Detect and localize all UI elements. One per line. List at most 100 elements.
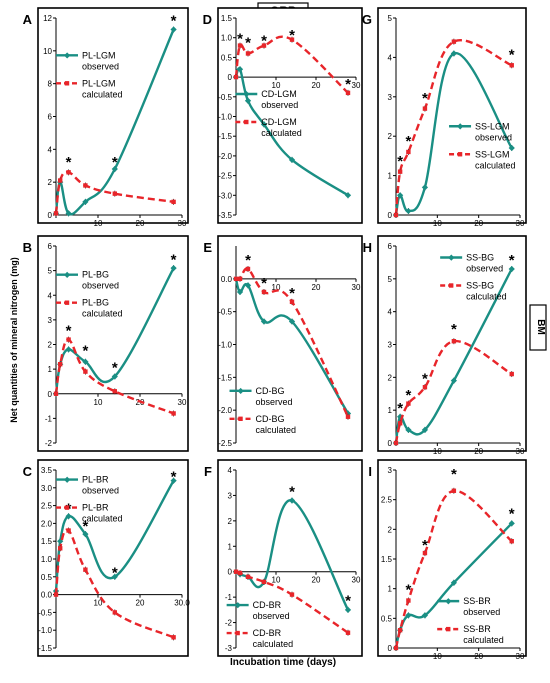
data-point (53, 391, 59, 396)
data-point (422, 384, 428, 390)
panel-letter: H (363, 240, 372, 255)
y-tick-label: 1.5 (41, 537, 53, 546)
data-point (406, 149, 411, 155)
data-point (58, 362, 63, 367)
legend-label: PL-BR (82, 503, 109, 513)
legend-label: PL-BG (82, 270, 109, 280)
series-line-calculated (54, 528, 175, 639)
legend-label: PL-LGM (82, 78, 116, 88)
data-point (112, 610, 117, 615)
legend-marker (448, 283, 454, 288)
x-tick-label: 20 (474, 447, 483, 456)
y-tick-label: 2.5 (41, 502, 53, 511)
y-tick-label: 1.0 (41, 555, 53, 564)
y-tick-label: 10 (43, 47, 52, 56)
significance-star: * (82, 518, 88, 535)
y-tick-label: 3.5 (41, 466, 53, 475)
data-point (66, 170, 71, 175)
legend-label: PL-BG (82, 298, 109, 308)
significance-star: * (509, 46, 515, 63)
significance-star: * (289, 483, 295, 500)
significance-star: * (451, 466, 457, 483)
bm-side-label: BM (535, 319, 546, 335)
x-tick-label: 10 (433, 652, 442, 661)
data-point (451, 339, 457, 344)
x-tick-label: 10 (433, 447, 442, 456)
y-tick-label: -1.0 (218, 113, 232, 122)
significance-star: * (261, 275, 267, 292)
panel-frame (37, 7, 189, 224)
y-tick-label: 1 (228, 542, 233, 551)
significance-star: * (66, 154, 72, 171)
y-tick-label: 1 (388, 585, 393, 594)
y-tick-label: 0 (388, 211, 393, 220)
data-point (65, 210, 72, 217)
significance-star: * (112, 564, 118, 581)
y-tick-label: 1.5 (221, 14, 233, 23)
legend-label: calculated (82, 309, 123, 319)
x-tick-label: 30 (516, 219, 525, 228)
legend-label: SS-BG (466, 253, 494, 263)
y-tick-label: 0 (48, 390, 53, 399)
legend-marker (243, 91, 250, 98)
legend-marker (235, 630, 240, 636)
legend-marker (64, 476, 71, 483)
data-point (509, 539, 514, 544)
legend-label: observed (466, 264, 503, 274)
y-tick-label: 0.5 (41, 573, 53, 582)
legend-marker (238, 416, 243, 421)
data-point (53, 211, 59, 216)
legend-label: SS-BG (466, 281, 494, 291)
legend-label: calculated (466, 292, 507, 302)
y-tick-label: 8 (48, 80, 53, 89)
y-tick-label: 3 (388, 466, 393, 475)
legend-label: CD-BR (253, 600, 282, 610)
data-point (245, 266, 251, 272)
data-point (245, 574, 251, 579)
data-point (422, 550, 428, 556)
y-tick-label: 0.5 (221, 53, 233, 62)
legend-label: CD-LGM (261, 89, 297, 99)
data-point (236, 66, 244, 73)
y-tick-label: -2.5 (218, 439, 232, 448)
data-point (345, 90, 351, 96)
data-point (170, 265, 177, 272)
data-point (345, 630, 351, 635)
data-point (508, 144, 515, 152)
legend-label: observed (261, 100, 298, 110)
significance-star: * (82, 342, 88, 359)
data-point (237, 570, 243, 576)
data-point (82, 198, 89, 205)
data-point (112, 191, 117, 196)
panel-frame (217, 459, 363, 657)
y-tick-label: -0.5 (218, 308, 232, 317)
data-point (261, 43, 267, 48)
legend-label: CD-BG (256, 386, 285, 396)
legend-label: SS-BR (463, 596, 491, 606)
data-point (261, 289, 267, 295)
y-tick-label: 0 (228, 73, 233, 82)
legend-marker (457, 123, 464, 130)
legend-label: observed (256, 397, 293, 407)
significance-star: * (345, 593, 351, 610)
y-axis-title: Net quantities of mineral nitrogen (mg) (9, 257, 19, 423)
y-tick-label: 3 (388, 341, 393, 350)
y-tick-label: 1 (388, 406, 393, 415)
legend-label: observed (253, 611, 290, 621)
y-tick-label: 6 (388, 242, 393, 251)
panel-letter: B (23, 240, 32, 255)
y-tick-label: 2 (228, 517, 233, 526)
data-point (422, 106, 428, 111)
panel-letter: D (203, 12, 212, 27)
data-point (53, 592, 59, 597)
legend-marker (446, 626, 451, 632)
data-point (509, 371, 514, 377)
significance-star: * (112, 154, 118, 171)
data-point (509, 63, 514, 68)
x-tick-label: 20 (474, 219, 483, 228)
data-point (345, 414, 351, 419)
